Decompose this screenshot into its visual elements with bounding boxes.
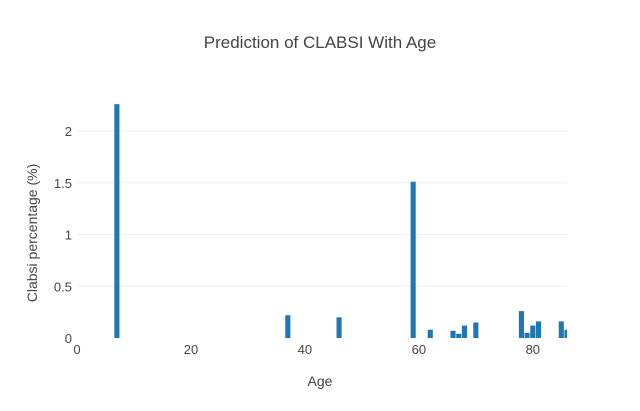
y-tick-label: 0.5 — [54, 279, 72, 294]
x-tick-label: 20 — [184, 342, 198, 357]
bar — [450, 330, 456, 338]
bar — [518, 311, 524, 338]
bar — [524, 332, 530, 338]
bar — [285, 315, 291, 338]
y-axis-label: Clabsi percentage (%) — [24, 164, 40, 303]
tick-labels: 00.511.520 20 40 60 80 — [54, 124, 540, 357]
bar — [336, 317, 342, 338]
chart-title: Prediction of CLABSI With Age — [204, 33, 436, 52]
x-tick-label: 60 — [412, 342, 426, 357]
y-tick-label: 2 — [65, 124, 72, 139]
x-tick-label: 40 — [298, 342, 312, 357]
gridlines — [77, 130, 567, 287]
bar — [410, 181, 416, 338]
bar — [558, 321, 564, 338]
y-tick-label: 1 — [65, 228, 72, 243]
y-tick-label: 1.5 — [54, 176, 72, 191]
bar — [535, 321, 542, 338]
x-axis-label: Age — [308, 373, 333, 389]
bar — [427, 329, 433, 338]
bar — [564, 329, 567, 338]
x-tick-label: 0 — [73, 342, 80, 357]
bar — [114, 104, 120, 338]
bar — [456, 333, 462, 338]
bar — [473, 322, 479, 338]
y-tick-label: 0 — [65, 331, 72, 346]
bars — [114, 104, 567, 338]
x-tick-label: 80 — [526, 342, 540, 357]
bar — [461, 325, 468, 338]
bar — [530, 325, 536, 338]
